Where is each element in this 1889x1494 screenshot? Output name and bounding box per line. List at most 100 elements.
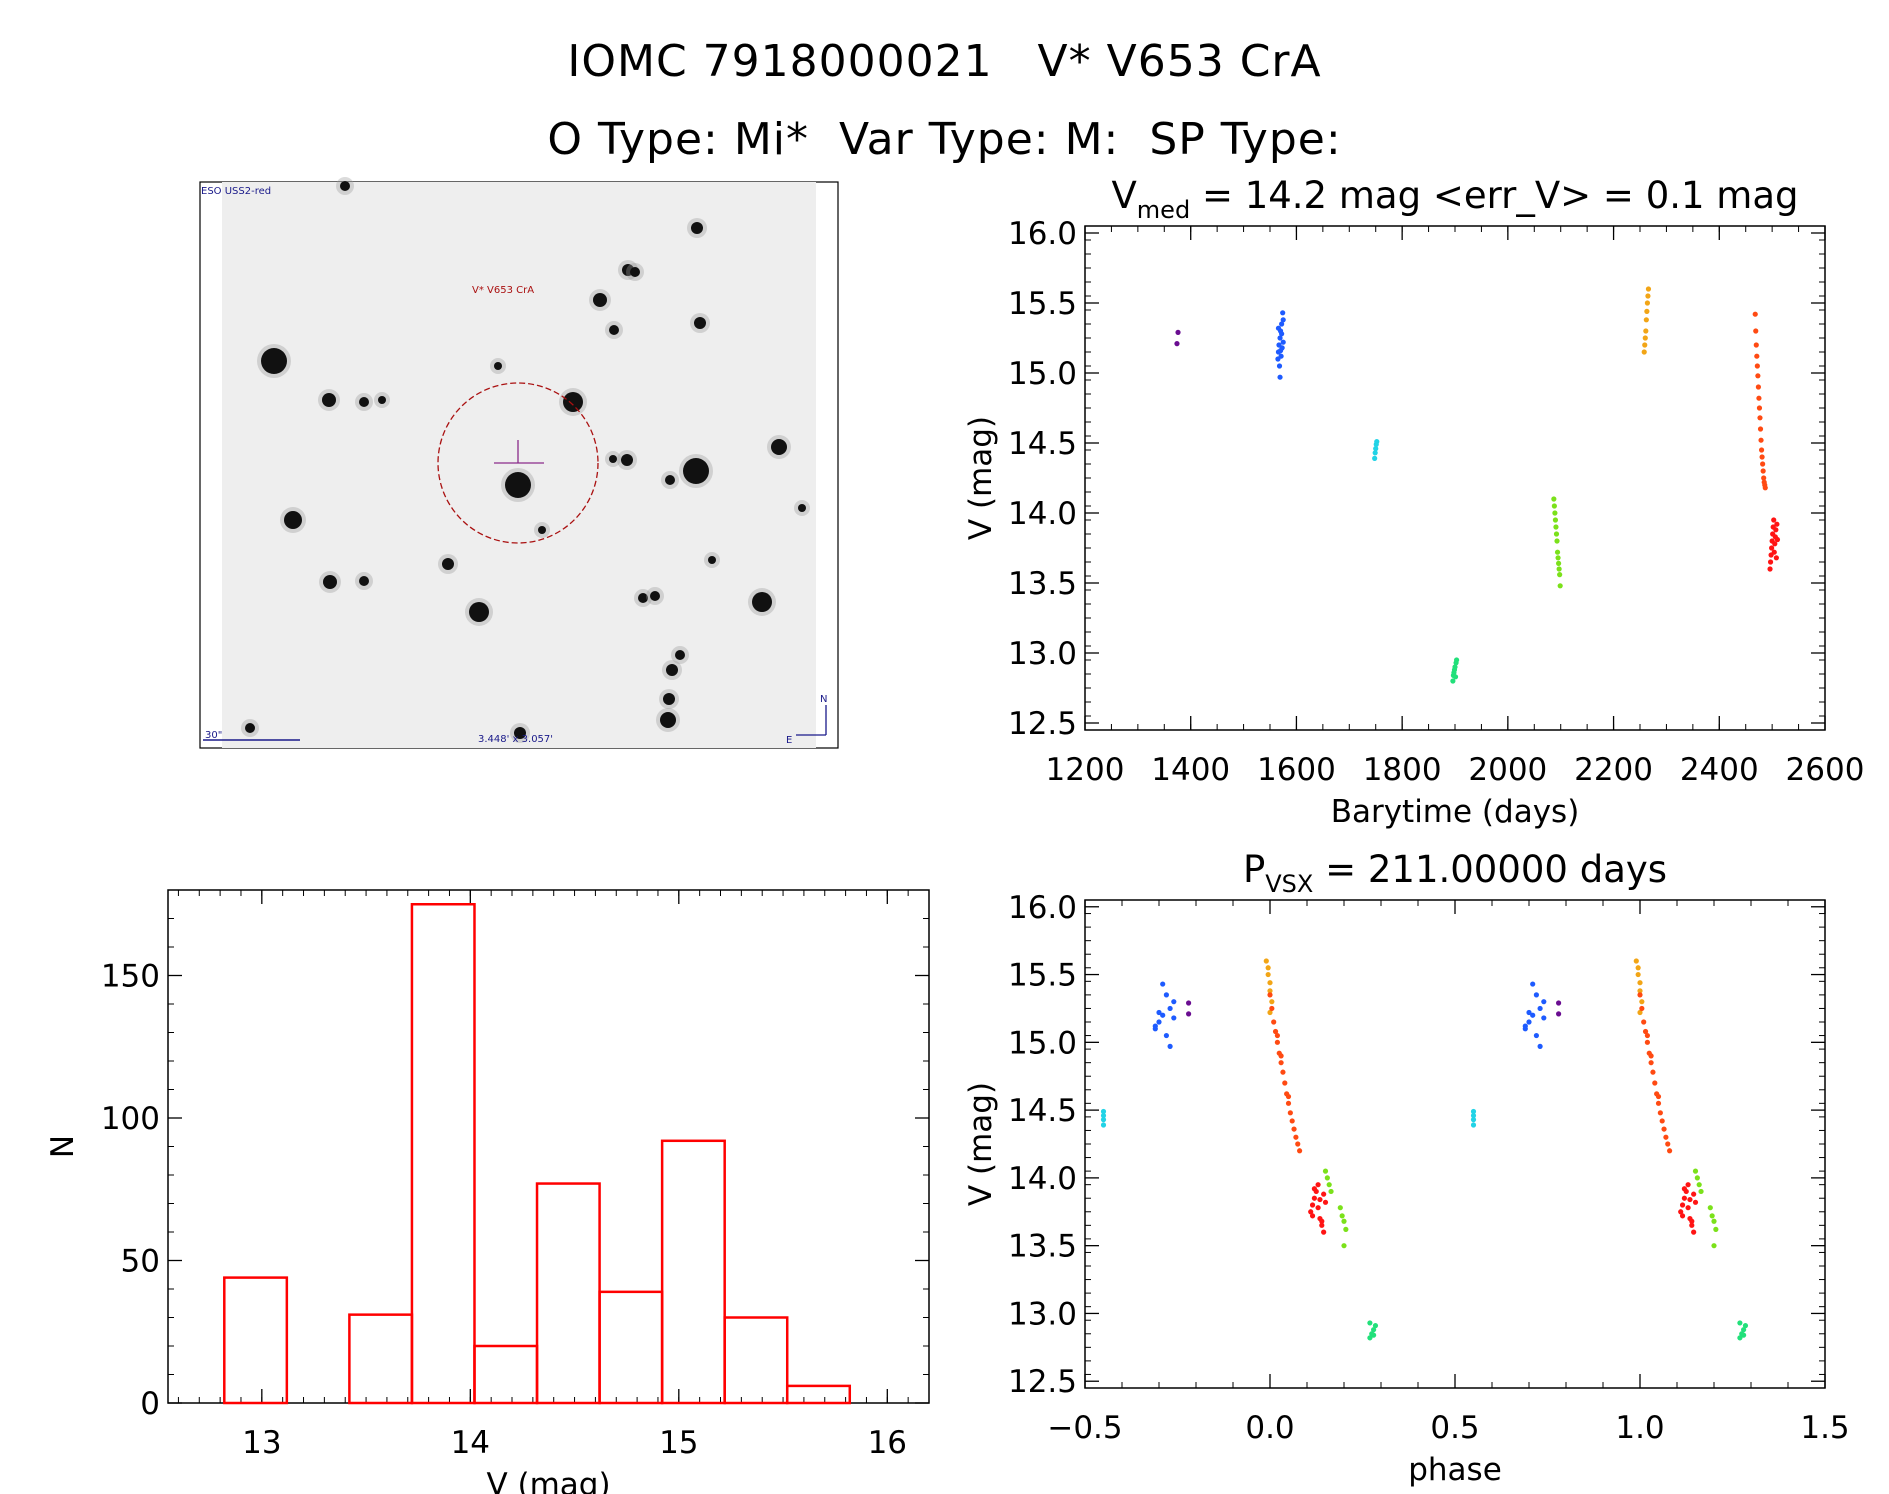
data-point	[1167, 1005, 1173, 1012]
star-7	[322, 393, 336, 407]
chart-title: IOMC 7918000021 V* V653 CrA	[567, 36, 1322, 87]
data-point	[1553, 531, 1560, 537]
data-point	[1171, 999, 1177, 1005]
data-point	[1737, 1320, 1743, 1326]
data-point	[1557, 572, 1563, 578]
star-27	[650, 591, 660, 601]
x-axis-label: V (mag)	[486, 1467, 610, 1494]
data-point	[1752, 311, 1758, 317]
data-point	[1533, 992, 1539, 998]
data-point	[1343, 1226, 1349, 1232]
star-13	[609, 325, 619, 335]
data-point	[1657, 1110, 1663, 1116]
data-point	[1272, 1028, 1279, 1035]
data-point	[1681, 1195, 1687, 1201]
data-point	[1277, 335, 1283, 341]
y-tick-label: 12.5	[1008, 1364, 1077, 1400]
x-tick-label: 1400	[1151, 752, 1230, 788]
x-tick-label: 2200	[1574, 752, 1653, 788]
data-point	[1280, 317, 1286, 323]
data-point	[1741, 1327, 1747, 1333]
data-point	[1758, 447, 1765, 453]
data-point	[1639, 1005, 1645, 1012]
data-point	[1711, 1243, 1717, 1249]
histogram-bar	[223, 1276, 289, 1405]
data-point	[1713, 1226, 1719, 1232]
data-point	[1552, 517, 1559, 523]
data-point	[1269, 1005, 1275, 1012]
data-point	[1773, 555, 1779, 561]
star-18	[621, 454, 633, 466]
data-point	[1665, 1141, 1671, 1147]
data-point	[1322, 1168, 1329, 1174]
data-point	[1772, 541, 1778, 547]
data-point	[1689, 1218, 1695, 1224]
data-point	[1696, 1182, 1702, 1188]
star-1	[261, 348, 287, 374]
data-point	[1452, 674, 1459, 680]
data-point	[1163, 992, 1169, 998]
data-point	[1275, 325, 1282, 331]
data-point	[1645, 293, 1651, 299]
y-tick-label: 15.0	[1008, 1025, 1077, 1061]
y-tick-label: 13.0	[1008, 636, 1077, 672]
y-axis-label: N	[45, 1135, 81, 1158]
data-point	[1156, 1009, 1162, 1016]
finder-stars	[241, 177, 810, 743]
data-point	[1319, 1222, 1325, 1228]
data-point	[1322, 1199, 1329, 1205]
plot-title-subscript: med	[1137, 196, 1190, 224]
y-axis-label: V (mag)	[963, 416, 999, 540]
data-point	[1267, 992, 1273, 998]
data-point	[1555, 555, 1561, 561]
data-point	[1659, 1118, 1665, 1124]
data-point	[1295, 1141, 1301, 1147]
finder-target-label: V* V653 CrA	[472, 285, 534, 296]
data-point	[1644, 1039, 1650, 1045]
data-point	[1309, 1202, 1316, 1208]
data-point	[1687, 1196, 1693, 1203]
data-point	[1755, 373, 1761, 379]
data-point	[1337, 1205, 1343, 1211]
histogram-bar	[598, 1290, 664, 1405]
data-point	[1452, 664, 1458, 670]
data-point	[1453, 657, 1460, 663]
data-point	[1757, 415, 1763, 421]
data-point	[1530, 981, 1536, 987]
x-tick-label: 1200	[1046, 752, 1125, 788]
data-point	[1341, 1243, 1347, 1249]
data-point	[1326, 1182, 1332, 1188]
phased-curve-plot: −0.5 0.0 0.5 1.0 1.5 12.5 13.0 13.5 14.0 14.5 15.0…	[963, 848, 1850, 1488]
data-point	[1280, 310, 1286, 316]
y-tick-label: 12.5	[1008, 706, 1077, 742]
data-point	[1285, 1093, 1292, 1100]
data-point	[1163, 1032, 1169, 1039]
data-point	[1167, 1043, 1173, 1049]
data-point	[1265, 971, 1271, 978]
data-point	[1556, 566, 1562, 572]
data-point	[1541, 1015, 1547, 1021]
data-point	[1373, 446, 1379, 452]
star-35	[708, 556, 716, 564]
data-point	[1317, 1196, 1323, 1203]
star-16	[752, 592, 772, 612]
finder-image	[222, 182, 816, 748]
data-point	[1637, 1009, 1643, 1016]
data-point	[1642, 1028, 1649, 1035]
star-5	[284, 511, 302, 529]
plot-title: Vmed = 14.2 mag <err_V> = 0.1 mag	[1111, 174, 1798, 224]
data-point	[1692, 1168, 1699, 1174]
x-tick-label: 2400	[1680, 752, 1759, 788]
x-tick-label: 13	[242, 1425, 281, 1461]
data-point	[1160, 981, 1166, 987]
star-34	[538, 526, 546, 534]
data-point	[1761, 475, 1767, 481]
data-point	[1645, 286, 1652, 292]
data-point	[1742, 1323, 1749, 1329]
data-point	[1679, 1202, 1686, 1208]
x-axis-label: phase	[1408, 1452, 1502, 1488]
data-point	[1319, 1218, 1325, 1224]
plot-frame	[1084, 899, 1826, 1389]
x-tick-label: 1.0	[1615, 1410, 1664, 1446]
data-point	[1367, 1335, 1373, 1341]
